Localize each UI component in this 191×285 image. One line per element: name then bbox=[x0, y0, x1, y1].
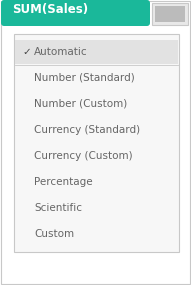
Text: Currency (Custom): Currency (Custom) bbox=[34, 151, 133, 161]
FancyBboxPatch shape bbox=[152, 3, 188, 25]
Text: SUM(Sales): SUM(Sales) bbox=[12, 3, 88, 17]
FancyBboxPatch shape bbox=[14, 34, 179, 252]
FancyBboxPatch shape bbox=[15, 40, 178, 64]
Text: Percentage: Percentage bbox=[34, 177, 93, 187]
Text: Scientific: Scientific bbox=[34, 203, 82, 213]
FancyBboxPatch shape bbox=[1, 0, 150, 26]
Text: Number (Custom): Number (Custom) bbox=[34, 99, 127, 109]
Text: Number (Standard): Number (Standard) bbox=[34, 73, 135, 83]
Text: ✓: ✓ bbox=[22, 47, 31, 57]
Text: Automatic: Automatic bbox=[34, 47, 88, 57]
FancyBboxPatch shape bbox=[155, 6, 185, 22]
Text: Custom: Custom bbox=[34, 229, 74, 239]
Text: Currency (Standard): Currency (Standard) bbox=[34, 125, 140, 135]
